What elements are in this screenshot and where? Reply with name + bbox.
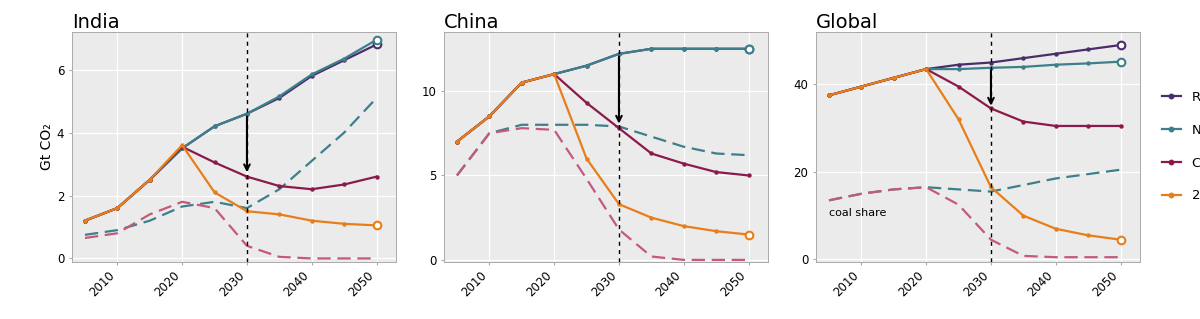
Legend: Reference, NDC, Coal exit, 2°C: Reference, NDC, Coal exit, 2°C — [1157, 86, 1200, 208]
Y-axis label: Gt CO₂: Gt CO₂ — [40, 123, 54, 170]
Text: coal share: coal share — [829, 208, 887, 218]
Text: India: India — [72, 13, 120, 32]
Text: China: China — [444, 13, 499, 32]
Text: Global: Global — [816, 13, 878, 32]
